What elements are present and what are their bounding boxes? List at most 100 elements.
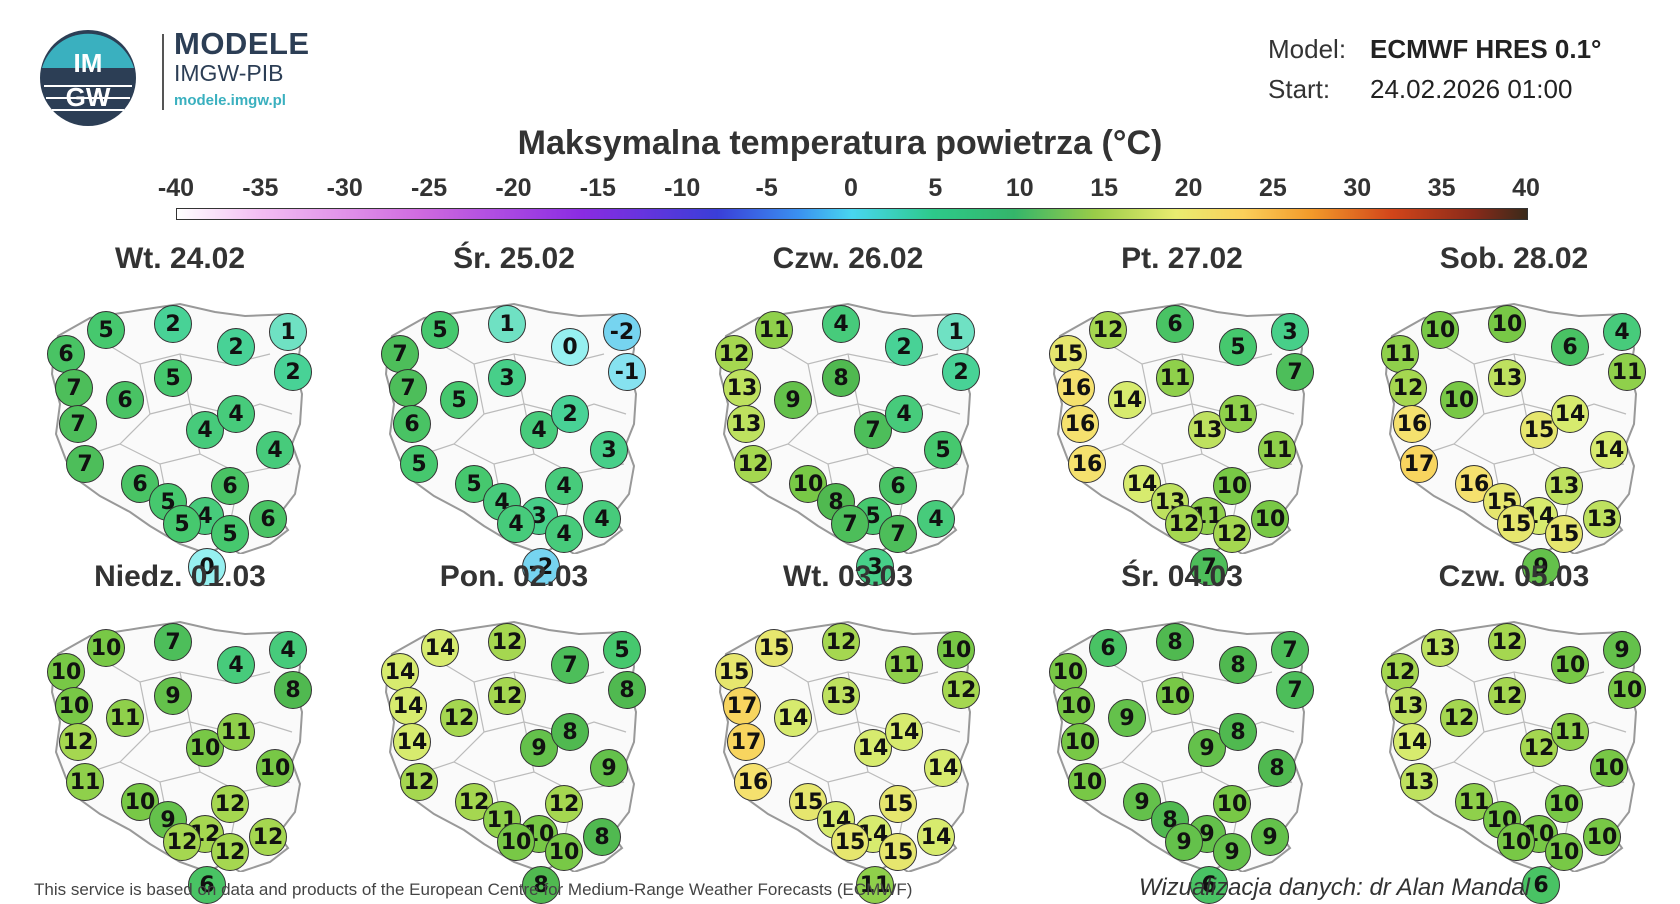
colorbar-tick: -25 — [411, 174, 448, 202]
forecast-panel: Pon. 02.03 14 14 12 7 5 14 12 12 9 8 14 12 12 8 9 11 10 8 1… — [364, 560, 664, 904]
temperature-marker-SE: 6 — [211, 467, 249, 505]
temperature-marker-NW-inland: 14 — [389, 687, 427, 725]
temperature-marker-Gdansk: 2 — [154, 305, 192, 343]
model-label: Model: — [1268, 34, 1347, 64]
temperature-marker-central-north: 8 — [822, 359, 860, 397]
temperature-marker-krakow: 5 — [163, 505, 201, 543]
temperature-marker-tatra: 3 — [856, 548, 894, 586]
temperature-marker-E-border: 4 — [1603, 313, 1641, 351]
temperature-marker-NE-inland: 7 — [1276, 671, 1314, 709]
temperature-marker-tatra: 6 — [1522, 866, 1560, 904]
temperature-marker-W-coast: 11 — [755, 311, 793, 349]
temperature-marker-east: 12 — [249, 818, 287, 856]
colorbar-tick: 15 — [1090, 174, 1119, 202]
brand-title: MODELE — [174, 26, 310, 61]
temperature-marker-NW-coast: 6 — [47, 335, 85, 373]
temperature-marker-NE-inland: 8 — [608, 671, 646, 709]
panel-day-label: Czw. 05.03 — [1438, 560, 1590, 593]
colorbar-tick: -35 — [242, 174, 279, 202]
forecast-panel: Czw. 26.02 12 11 4 2 1 13 9 8 7 2 13 12 10 4 5 8 5 4 7 7 6 3 — [698, 242, 998, 586]
temperature-marker-lodz: 14 — [885, 713, 923, 751]
temperature-marker-sudetes: 7 — [879, 515, 917, 553]
temperature-marker-NE-inland: 12 — [942, 671, 980, 709]
forecast-panel: Śr. 04.03 10 6 8 8 7 10 9 10 9 7 10 10 9 8 8 8 9 9 9 9 10 6 — [1032, 560, 1332, 904]
temperature-marker-E-central: 14 — [1590, 431, 1628, 469]
temperature-marker-W-mid: 12 — [734, 445, 772, 483]
start-label: Start: — [1268, 74, 1331, 104]
temperature-marker-E-central: 10 — [256, 749, 294, 787]
logo-text-bottom: GW — [66, 82, 111, 112]
temperature-marker-sudetes: 12 — [211, 833, 249, 871]
temperature-marker-east: 10 — [1583, 818, 1621, 856]
temperature-marker-SW: 6 — [121, 465, 159, 503]
temperature-marker-SE: 10 — [1213, 467, 1251, 505]
region-border — [757, 363, 819, 455]
forecast-panel: Niedz. 01.03 10 10 7 4 4 10 11 9 10 8 12 11 10 11 10 9 12… — [30, 560, 330, 904]
temperature-marker-W-pomerania: 14 — [774, 699, 812, 737]
temperature-marker-east: 8 — [583, 818, 621, 856]
temperature-marker-Gdansk: 1 — [488, 305, 526, 343]
temperature-marker-NE-inland: 10 — [1608, 671, 1646, 709]
region-border — [1091, 681, 1153, 773]
forecast-panel: Czw. 05.03 12 13 12 10 9 13 12 12 12 10 14 13 11 11 10 1… — [1364, 560, 1664, 904]
temperature-marker-NW-inland: 17 — [723, 687, 761, 725]
region-border — [757, 681, 819, 773]
temperature-marker-W-coast: 13 — [1421, 629, 1459, 667]
temperature-marker-SW: 12 — [455, 783, 493, 821]
temperature-marker-central-north: 13 — [822, 677, 860, 715]
temperature-marker-tatra: 9 — [1522, 548, 1560, 586]
temperature-marker-W-mid: 11 — [66, 763, 104, 801]
temperature-marker-central-north: 13 — [1488, 359, 1526, 397]
temperature-marker-Gdansk: 4 — [822, 305, 860, 343]
temperature-marker-lodz: 8 — [551, 713, 589, 751]
temperature-marker-E-central: 10 — [1590, 749, 1628, 787]
temperature-marker-E-central: 11 — [1258, 431, 1296, 469]
temperature-marker-lodz: 2 — [551, 395, 589, 433]
temperature-marker-W-central: 16 — [1061, 405, 1099, 443]
temperature-marker-NW-coast: 7 — [381, 335, 419, 373]
temperature-marker-sudetes: 4 — [545, 515, 583, 553]
temperature-marker-sudetes: 9 — [1213, 833, 1251, 871]
temperature-marker-NE-inland: 8 — [274, 671, 312, 709]
model-value: ECMWF HRES 0.1° — [1370, 34, 1602, 64]
temperature-marker-tatra: 7 — [1190, 548, 1228, 586]
temperature-marker-NE: 2 — [217, 328, 255, 366]
temperature-marker-E-central: 5 — [924, 431, 962, 469]
temperature-marker-NW-inland: 13 — [1389, 687, 1427, 725]
brand-url-link[interactable]: modele.imgw.pl — [174, 92, 286, 109]
temperature-marker-central-north: 9 — [154, 677, 192, 715]
region-border — [1151, 721, 1193, 733]
temperature-marker-W-pomerania: 6 — [106, 381, 144, 419]
colorbar-tick: 0 — [844, 174, 858, 202]
brand-divider — [162, 34, 164, 110]
temperature-marker-sudetes: 15 — [879, 833, 917, 871]
temperature-marker-Gdansk: 6 — [1156, 305, 1194, 343]
temperature-marker-east: 14 — [917, 818, 955, 856]
temperature-marker-NW-coast: 12 — [1381, 653, 1419, 691]
forecast-panel: Śr. 25.02 7 5 1 0 -2 7 5 3 4 -1 6 5 5 2 3 4 3 4 4 4 4 -2 — [364, 242, 664, 586]
temperature-marker-W-pomerania: 14 — [1108, 381, 1146, 419]
temperature-marker-tatra: 8 — [522, 866, 560, 904]
temperature-marker-NW-inland: 10 — [55, 687, 93, 725]
region-border — [89, 681, 151, 773]
temperature-marker-east: 13 — [1583, 500, 1621, 538]
logo-text-top: IM — [74, 48, 103, 78]
temperature-marker-sudetes: 15 — [1545, 515, 1583, 553]
region-border — [1483, 721, 1525, 733]
panel-day-label: Niedz. 01.03 — [94, 560, 266, 593]
temperature-marker-NE-inland: 2 — [274, 353, 312, 391]
credit-note: Wizualizacja danych: dr Alan Mandal — [1138, 874, 1530, 901]
region-border — [817, 721, 859, 733]
region-border — [149, 403, 191, 415]
region-border — [1423, 363, 1485, 455]
temperature-marker-E-central: 8 — [1258, 749, 1296, 787]
temperature-marker-SE: 12 — [211, 785, 249, 823]
temperature-marker-central-north: 12 — [488, 677, 526, 715]
temperature-marker-tatra: 6 — [188, 866, 226, 904]
temperature-marker-E-border: 9 — [1603, 631, 1641, 669]
chart-title: Maksymalna temperatura powietrza (°C) — [517, 124, 1163, 162]
temperature-marker-krakow: 10 — [1497, 823, 1535, 861]
temperature-marker-lodz: 14 — [1551, 395, 1589, 433]
temperature-marker-Gdansk: 12 — [1488, 623, 1526, 661]
temperature-marker-W-central: 14 — [1393, 723, 1431, 761]
